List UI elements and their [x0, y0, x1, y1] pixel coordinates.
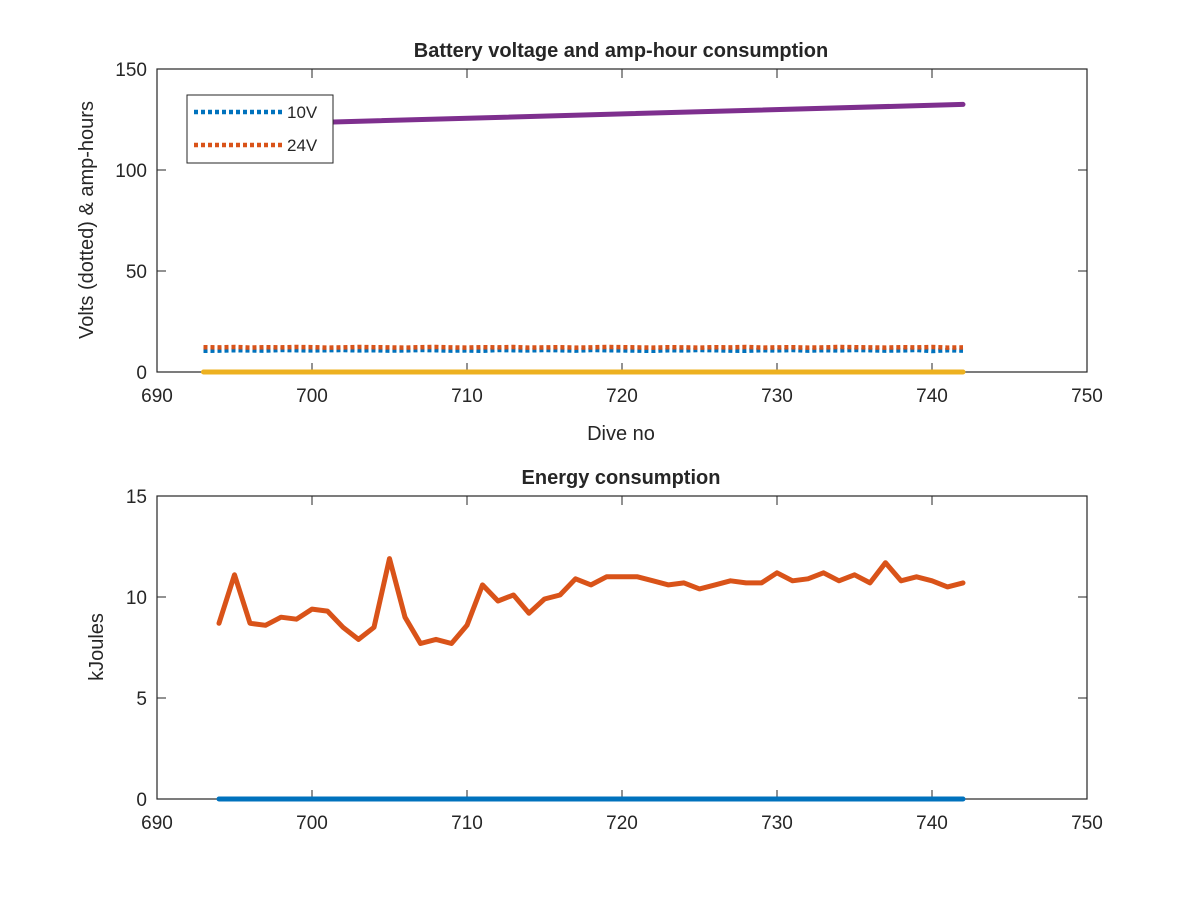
plot-area-frame: [156, 495, 1088, 800]
series-line-24v: [203, 344, 964, 350]
x-axis-label: Dive no: [587, 423, 655, 445]
y-tick-label: 0: [136, 363, 147, 384]
y-tick-label: 0: [136, 790, 147, 811]
x-tick-label: 720: [606, 813, 638, 834]
legend-label-10v: 10V: [287, 103, 318, 122]
y-axis-label: kJoules: [86, 613, 108, 681]
y-axis-label: Volts (dotted) & amp-hours: [76, 101, 98, 339]
plot-lines: [216, 556, 966, 802]
x-tick-label: 690: [141, 813, 173, 834]
legend-box: [186, 94, 334, 164]
panel-battery-voltage: Battery voltage and amp-hour consumption…: [76, 40, 1103, 445]
y-tick-label: 5: [136, 689, 147, 710]
y-tick-label: 10: [126, 588, 147, 609]
y-tick-label: 50: [126, 262, 147, 283]
series-line-10v: [203, 347, 964, 354]
x-tick-label: 700: [296, 813, 328, 834]
chart-title: Battery voltage and amp-hour consumption: [414, 40, 828, 62]
x-tick-label: 740: [916, 386, 948, 407]
x-tick-label: 720: [606, 386, 638, 407]
y-tick-label: 15: [126, 487, 147, 508]
axis-ticks: 690 700 710 720 730 740 750 0 5 10 15: [126, 487, 1103, 834]
x-tick-label: 750: [1071, 386, 1103, 407]
chart-title: Energy consumption: [522, 467, 721, 489]
legend-label-24v: 24V: [287, 136, 318, 155]
x-tick-label: 750: [1071, 813, 1103, 834]
legend: 10V 24V: [186, 94, 334, 164]
y-tick-label: 100: [115, 161, 147, 182]
x-tick-label: 700: [296, 386, 328, 407]
x-tick-label: 730: [761, 386, 793, 407]
panel-energy-consumption: Energy consumption 690 700 710 720 730 740 750…: [86, 467, 1103, 834]
x-tick-label: 690: [141, 386, 173, 407]
y-tick-label: 150: [115, 60, 147, 81]
x-tick-label: 740: [916, 813, 948, 834]
series-line-series-1: [216, 556, 966, 646]
x-tick-label: 710: [451, 813, 483, 834]
x-tick-label: 730: [761, 813, 793, 834]
x-tick-label: 710: [451, 386, 483, 407]
